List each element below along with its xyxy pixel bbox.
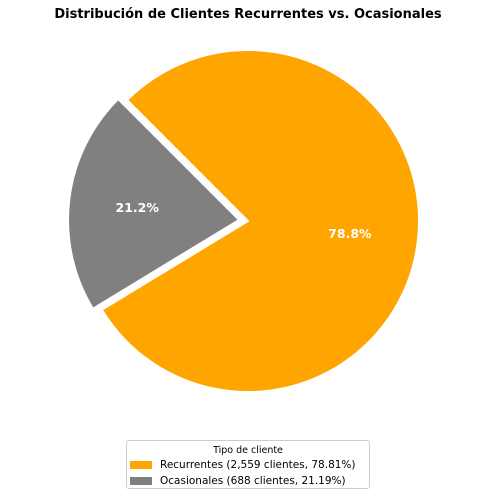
legend-item-recurrentes: Recurrentes (2,559 clientes, 78.81%) xyxy=(130,458,356,472)
pie-slice-ocasionales xyxy=(67,97,241,311)
slice-label-ocasionales: 21.2% xyxy=(116,200,160,215)
legend-swatch-recurrentes xyxy=(130,461,152,469)
slice-label-recurrentes: 78.8% xyxy=(328,226,372,241)
legend-swatch-ocasionales xyxy=(130,477,152,485)
pie-slice-recurrentes xyxy=(100,49,420,393)
chart-title: Distribución de Clientes Recurrentes vs.… xyxy=(54,7,442,22)
legend-title: Tipo de cliente xyxy=(213,445,283,456)
legend-item-ocasionales: Ocasionales (688 clientes, 21.19%) xyxy=(130,474,346,488)
pie-slices: 21.2% 78.8% xyxy=(67,49,420,393)
legend: Tipo de cliente Recurrentes (2,559 clien… xyxy=(126,440,370,489)
legend-label-ocasionales: Ocasionales (688 clientes, 21.19%) xyxy=(160,475,346,487)
legend-label-recurrentes: Recurrentes (2,559 clientes, 78.81%) xyxy=(160,459,356,471)
